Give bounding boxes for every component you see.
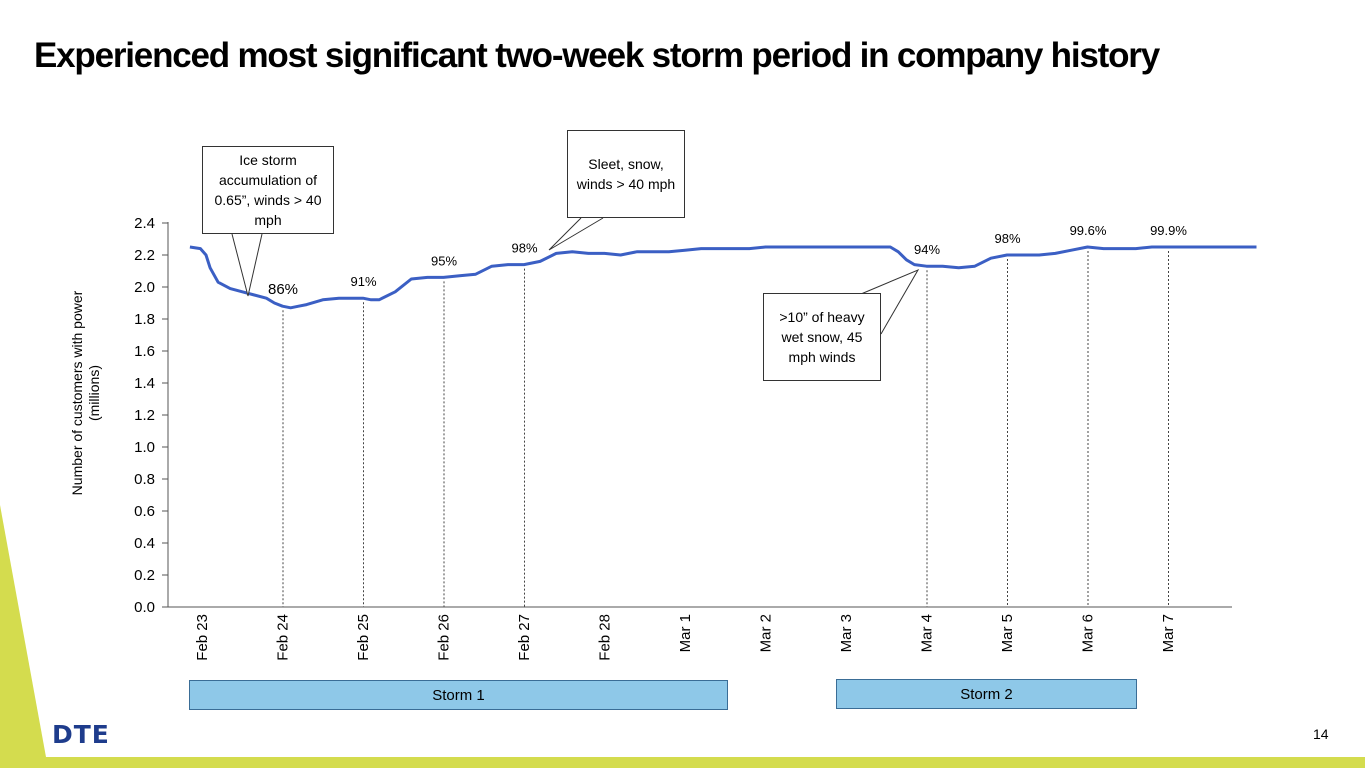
y-tick-label: 1.4 — [134, 375, 155, 392]
y-tick-label: 0.8 — [134, 471, 155, 488]
y-tick-label: 1.6 — [134, 343, 155, 360]
x-tick-label: Mar 5 — [999, 614, 1016, 652]
x-tick-label: Feb 27 — [516, 614, 533, 661]
x-tick-label: Mar 1 — [677, 614, 694, 652]
y-axis-title-text: Number of customers with power(millions) — [69, 290, 102, 495]
x-tick-label: Mar 2 — [758, 614, 775, 652]
y-tick-label: 0.0 — [134, 599, 155, 616]
y-tick-label: 0.6 — [134, 503, 155, 520]
x-tick-label: Mar 7 — [1160, 614, 1177, 652]
storm-2-bar: Storm 2 — [836, 679, 1137, 709]
x-tick-label: Mar 6 — [1080, 614, 1097, 652]
series-line — [189, 245, 1257, 310]
y-tick-label: 2.2 — [134, 247, 155, 264]
y-axis-title-line: (millions) — [86, 365, 102, 421]
marker-label: 98% — [994, 231, 1020, 246]
callout-sleet-pointer — [548, 217, 604, 251]
storm-1-bar: Storm 1 — [189, 680, 728, 710]
x-tick-label: Mar 4 — [919, 614, 936, 652]
callout-heavy-snow: >10” of heavy wet snow, 45 mph winds — [763, 293, 881, 381]
marker-label: 95% — [431, 253, 457, 268]
callout-ice-storm: Ice storm accumulation of 0.65”, winds >… — [202, 146, 334, 234]
x-tick-label: Feb 25 — [355, 614, 372, 661]
x-tick-label: Feb 24 — [275, 614, 292, 661]
accent-triangle — [0, 505, 48, 768]
marker-label: 86% — [268, 281, 298, 298]
callout-ice-storm-pointer — [231, 233, 263, 297]
y-axis-title: Number of customers with power(millions) — [69, 290, 102, 495]
callout-sleet: Sleet, snow, winds > 40 mph — [567, 130, 685, 218]
marker-label: 98% — [511, 241, 537, 256]
y-ticks: 0.0 0.2 0.4 0.6 0.8 1.0 1.2 1.4 1.6 1.8 2.0 2.2 2.4 — [134, 215, 168, 616]
y-tick-label: 1.8 — [134, 311, 155, 328]
y-tick-label: 0.4 — [134, 535, 155, 552]
y-tick-label: 2.0 — [134, 279, 155, 296]
y-tick-label: 0.2 — [134, 567, 155, 584]
y-tick-label: 1.2 — [134, 407, 155, 424]
restoration-markers: 86% 91% 95% 98% 94% 98% 99.6% 99.9% — [268, 223, 1187, 607]
x-ticks: Feb 23 Feb 24 Feb 25 Feb 26 Feb 27 Feb 28 Mar … — [194, 614, 1177, 661]
page-title: Experienced most significant two-week st… — [34, 36, 1160, 75]
x-tick-label: Feb 28 — [597, 614, 614, 661]
y-tick-label: 2.4 — [134, 215, 155, 232]
dte-logo: DTE — [52, 720, 110, 749]
marker-label: 91% — [350, 274, 376, 289]
y-tick-label: 1.0 — [134, 439, 155, 456]
x-tick-label: Mar 3 — [838, 614, 855, 652]
marker-label: 99.9% — [1150, 223, 1187, 238]
x-tick-label: Feb 23 — [194, 614, 211, 661]
page-number: 14 — [1313, 726, 1329, 742]
x-tick-label: Feb 26 — [436, 614, 453, 661]
y-axis-title-line: Number of customers with power — [69, 290, 85, 495]
accent-footer-bar — [0, 757, 1365, 768]
marker-label: 94% — [914, 242, 940, 257]
marker-label: 99.6% — [1070, 223, 1107, 238]
